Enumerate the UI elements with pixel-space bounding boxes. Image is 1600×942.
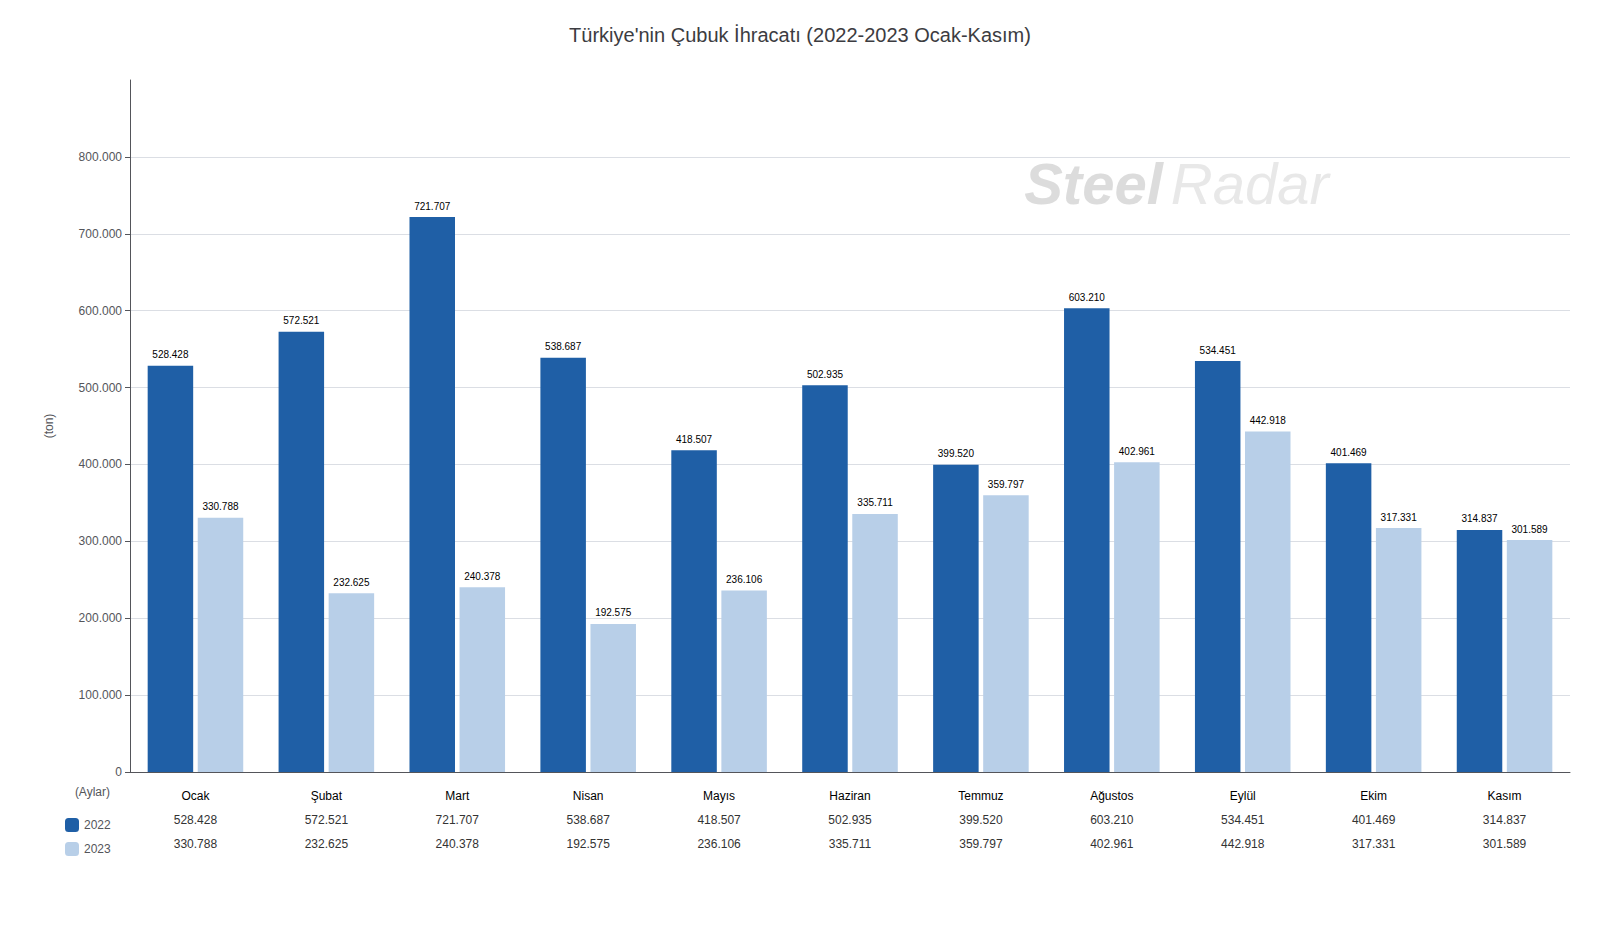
svg-text:401.469: 401.469 (1331, 447, 1368, 458)
svg-text:Kasım: Kasım (1488, 789, 1522, 803)
svg-text:301.589: 301.589 (1511, 524, 1548, 535)
svg-text:314.837: 314.837 (1461, 513, 1498, 524)
svg-text:2023: 2023 (84, 842, 111, 856)
svg-text:721.707: 721.707 (414, 201, 451, 212)
svg-text:400.000: 400.000 (79, 457, 123, 471)
svg-text:335.711: 335.711 (829, 837, 872, 851)
svg-text:Nisan: Nisan (573, 789, 604, 803)
svg-text:301.589: 301.589 (1483, 837, 1527, 851)
svg-text:399.520: 399.520 (959, 813, 1003, 827)
svg-text:359.797: 359.797 (959, 837, 1003, 851)
svg-text:528.428: 528.428 (174, 813, 218, 827)
svg-text:Mayıs: Mayıs (703, 789, 735, 803)
svg-text:Temmuz: Temmuz (958, 789, 1003, 803)
svg-text:317.331: 317.331 (1352, 837, 1396, 851)
svg-text:502.935: 502.935 (828, 813, 872, 827)
svg-text:Radar: Radar (1171, 151, 1332, 216)
svg-text:502.935: 502.935 (807, 369, 844, 380)
svg-text:572.521: 572.521 (305, 813, 349, 827)
svg-text:232.625: 232.625 (333, 577, 370, 588)
svg-text:402.961: 402.961 (1119, 446, 1156, 457)
svg-text:721.707: 721.707 (436, 813, 480, 827)
svg-text:335.711: 335.711 (857, 497, 893, 508)
svg-text:418.507: 418.507 (676, 434, 713, 445)
svg-text:Türkiye'nin Çubuk İhracatı (20: Türkiye'nin Çubuk İhracatı (2022-2023 Oc… (569, 24, 1031, 46)
svg-text:(ton): (ton) (42, 414, 56, 439)
svg-text:240.378: 240.378 (464, 571, 501, 582)
svg-text:800.000: 800.000 (79, 150, 123, 164)
svg-text:401.469: 401.469 (1352, 813, 1396, 827)
svg-text:314.837: 314.837 (1483, 813, 1527, 827)
svg-text:2022: 2022 (84, 818, 111, 832)
svg-text:100.000: 100.000 (79, 688, 123, 702)
svg-text:603.210: 603.210 (1069, 292, 1106, 303)
svg-text:Ocak: Ocak (181, 789, 210, 803)
svg-text:Eylül: Eylül (1230, 789, 1256, 803)
svg-text:700.000: 700.000 (79, 227, 123, 241)
svg-text:442.918: 442.918 (1221, 837, 1265, 851)
svg-text:Ekim: Ekim (1360, 789, 1387, 803)
svg-text:538.687: 538.687 (566, 813, 610, 827)
svg-text:232.625: 232.625 (305, 837, 349, 851)
svg-text:603.210: 603.210 (1090, 813, 1134, 827)
svg-text:236.106: 236.106 (726, 574, 763, 585)
svg-text:300.000: 300.000 (79, 534, 123, 548)
svg-text:399.520: 399.520 (938, 448, 975, 459)
svg-text:Ağustos: Ağustos (1090, 789, 1133, 803)
svg-text:402.961: 402.961 (1090, 837, 1134, 851)
svg-text:500.000: 500.000 (79, 381, 123, 395)
svg-text:418.507: 418.507 (697, 813, 741, 827)
svg-text:330.788: 330.788 (174, 837, 218, 851)
svg-text:192.575: 192.575 (566, 837, 610, 851)
svg-text:192.575: 192.575 (595, 607, 632, 618)
svg-text:(Aylar): (Aylar) (75, 785, 110, 799)
svg-text:Steel: Steel (1024, 151, 1165, 216)
svg-text:Şubat: Şubat (311, 789, 343, 803)
svg-text:359.797: 359.797 (988, 479, 1025, 490)
svg-text:534.451: 534.451 (1221, 813, 1265, 827)
svg-text:538.687: 538.687 (545, 341, 582, 352)
svg-text:0: 0 (115, 765, 122, 779)
svg-text:Mart: Mart (445, 789, 470, 803)
svg-text:317.331: 317.331 (1381, 512, 1418, 523)
svg-text:528.428: 528.428 (152, 349, 189, 360)
svg-text:240.378: 240.378 (436, 837, 480, 851)
svg-text:600.000: 600.000 (79, 304, 123, 318)
svg-text:572.521: 572.521 (283, 315, 320, 326)
svg-text:Haziran: Haziran (829, 789, 870, 803)
svg-text:534.451: 534.451 (1200, 345, 1237, 356)
svg-text:330.788: 330.788 (202, 501, 239, 512)
svg-text:236.106: 236.106 (697, 837, 741, 851)
svg-text:442.918: 442.918 (1250, 415, 1287, 426)
svg-text:200.000: 200.000 (79, 611, 123, 625)
